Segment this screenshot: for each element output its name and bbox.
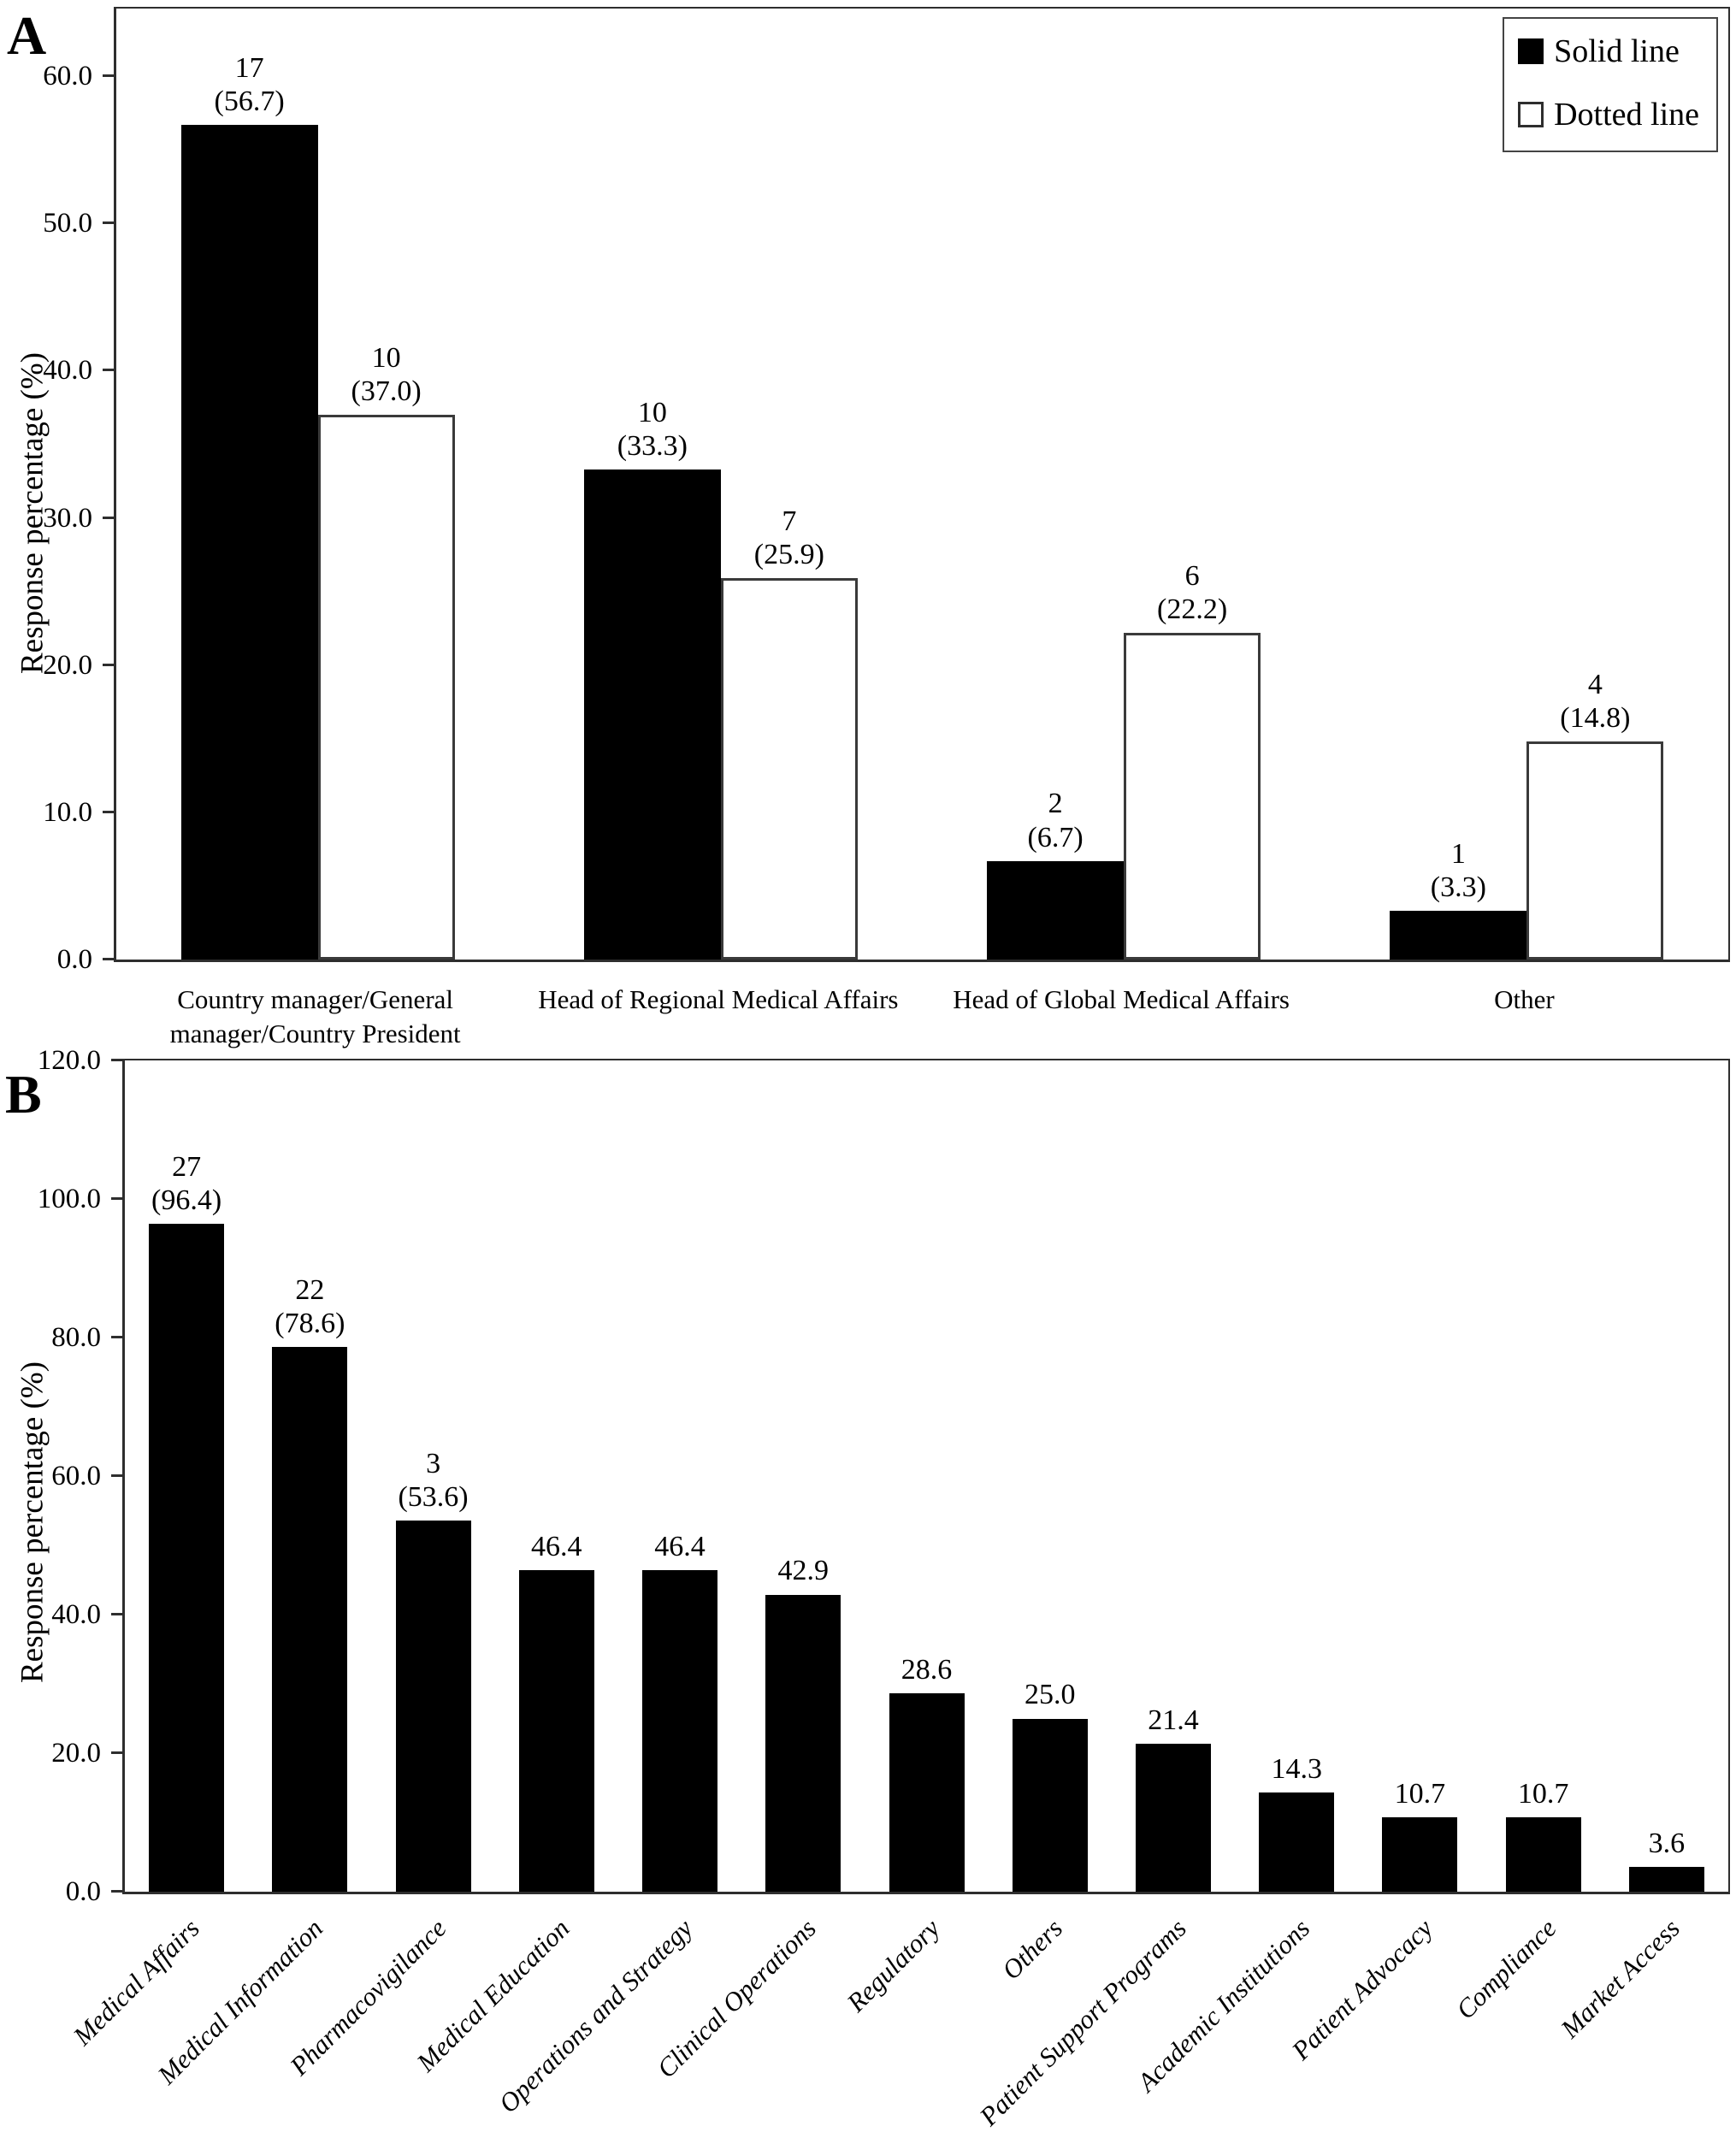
y-axis-tick-label: 10.0 (43, 796, 92, 828)
filled-square-icon (1518, 38, 1544, 64)
legend-label-solid-line: Solid line (1554, 33, 1680, 69)
y-axis-tick-label: 50.0 (43, 208, 92, 239)
panel-b-plot-area: 0.0 20.0 40.0 60.0 80.0 100.0 120.0 27 (96.4) 22… (38, 1045, 1730, 1907)
x-axis-category-label: Compliance (1450, 1913, 1562, 2025)
bar-value-label: 4 (14.8) (1560, 669, 1631, 735)
bar-solid (1628, 1866, 1704, 1892)
bar-solid (1382, 1817, 1458, 1892)
panel-a-x-axis-labels: Country manager/General manager/Country … (114, 977, 1730, 1080)
x-axis-category-label: Country manager/General manager/Country … (169, 984, 461, 1049)
bar-solid (395, 1520, 471, 1892)
bar-solid (149, 1224, 225, 1892)
y-axis-tick (111, 1336, 122, 1338)
bar-open (1526, 741, 1664, 960)
bar-value-label: 10.7 (1394, 1778, 1446, 1810)
bar-open (1124, 632, 1261, 960)
y-axis-tick-label: 100.0 (37, 1184, 101, 1214)
x-axis-category-label: Medical Affairs (67, 1913, 205, 2052)
y-axis-tick-label: 20.0 (51, 1738, 101, 1769)
bar-value-label: 28.6 (900, 1654, 953, 1686)
y-axis-tick-label: 120.0 (37, 1045, 101, 1076)
bar-solid (889, 1693, 965, 1892)
y-axis-tick-label: 40.0 (43, 355, 92, 387)
bar-value-label: 1 (3.3) (1430, 838, 1486, 904)
x-axis-category-label: Head of Regional Medical Affairs (538, 984, 899, 1014)
bar-open (720, 578, 858, 960)
y-axis-tick (111, 1197, 122, 1200)
bar-value-label: 10 (37.0) (351, 341, 422, 408)
open-square-icon (1518, 102, 1544, 127)
bar-value-label: 7 (25.9) (753, 505, 824, 571)
legend: Solid line Dotted line (1503, 17, 1718, 152)
bar-value-label: 21.4 (1148, 1704, 1199, 1736)
y-axis-tick (103, 74, 114, 78)
bar-solid (1135, 1743, 1211, 1892)
panel-b-letter: B (5, 1064, 42, 1125)
bar-open (317, 415, 455, 960)
x-axis-category-label: Market Access (1554, 1913, 1686, 2044)
panel-b-x-axis-labels: Medical Affairs Medical Information Pharma… (0, 1894, 1736, 2131)
y-axis-tick (103, 663, 114, 666)
x-axis-category-label: Regulatory (841, 1913, 946, 2018)
bar-value-label: 46.4 (654, 1531, 706, 1563)
x-axis-category-label: Other (1494, 984, 1555, 1014)
y-axis-tick (103, 221, 114, 225)
y-axis-tick-label: 0.0 (56, 944, 92, 975)
bar-solid (1390, 911, 1527, 960)
bar-value-label: 10.7 (1517, 1778, 1569, 1810)
bar-value-label: 6 (22.2) (1157, 559, 1228, 625)
legend-item-dotted-line: Dotted line (1518, 96, 1699, 133)
y-axis-tick-label: 20.0 (43, 649, 92, 681)
bar-solid (1012, 1718, 1088, 1892)
y-axis-tick-label: 30.0 (43, 502, 92, 534)
x-axis-category-label: Others (996, 1913, 1069, 1986)
bar-value-label: 27 (96.4) (151, 1150, 222, 1217)
bar-value-label: 14.3 (1271, 1753, 1322, 1786)
bar-value-label: 3.6 (1648, 1827, 1686, 1859)
bar-value-label: 22 (78.6) (275, 1274, 345, 1340)
y-axis-tick (111, 1890, 122, 1893)
legend-item-solid-line: Solid line (1518, 32, 1699, 70)
bar-value-label: 17 (56.7) (214, 51, 285, 117)
y-axis-tick-label: 40.0 (51, 1599, 101, 1630)
bar-value-label: 10 (33.3) (617, 396, 688, 462)
y-axis-tick-label: 60.0 (51, 1461, 101, 1491)
bar-solid (583, 469, 721, 960)
bar-value-label: 2 (6.7) (1027, 788, 1084, 853)
x-axis-category-label: Head of Global Medical Affairs (953, 984, 1290, 1014)
bar-solid (642, 1570, 718, 1892)
bar-solid (765, 1594, 841, 1892)
bar-value-label: 46.4 (531, 1531, 582, 1563)
bar-solid (272, 1347, 348, 1892)
panel-a-letter: A (7, 5, 47, 66)
y-axis-tick (103, 958, 114, 960)
bar-solid (180, 125, 318, 960)
bar-solid (1259, 1792, 1335, 1892)
y-axis-tick-label: 80.0 (51, 1322, 101, 1353)
bar-value-label: 3 (53.6) (398, 1447, 469, 1513)
y-axis-tick (103, 810, 114, 813)
bar-value-label: 42.9 (777, 1555, 830, 1587)
bar-solid (987, 860, 1125, 960)
y-axis-tick-label: 0.0 (65, 1876, 101, 1907)
y-axis-tick-label: 60.0 (43, 61, 92, 92)
y-axis-tick (111, 1474, 122, 1477)
bar-solid (518, 1570, 594, 1892)
bar-value-label: 25.0 (1024, 1679, 1076, 1711)
y-axis-tick (111, 1751, 122, 1754)
y-axis-tick (111, 1613, 122, 1615)
legend-label-dotted-line: Dotted line (1554, 97, 1699, 133)
bar-solid (1505, 1817, 1581, 1892)
panel-b-y-axis-title: Response percentage (%) (15, 1361, 50, 1683)
y-axis-tick (103, 516, 114, 519)
y-axis-tick (111, 1059, 122, 1061)
x-axis-category-label: Patient Support Programs (973, 1913, 1192, 2132)
panel-a-plot-area: Solid line Dotted line 0.0 10.0 20.0 30.0 40… (43, 7, 1730, 975)
y-axis-tick (103, 369, 114, 372)
